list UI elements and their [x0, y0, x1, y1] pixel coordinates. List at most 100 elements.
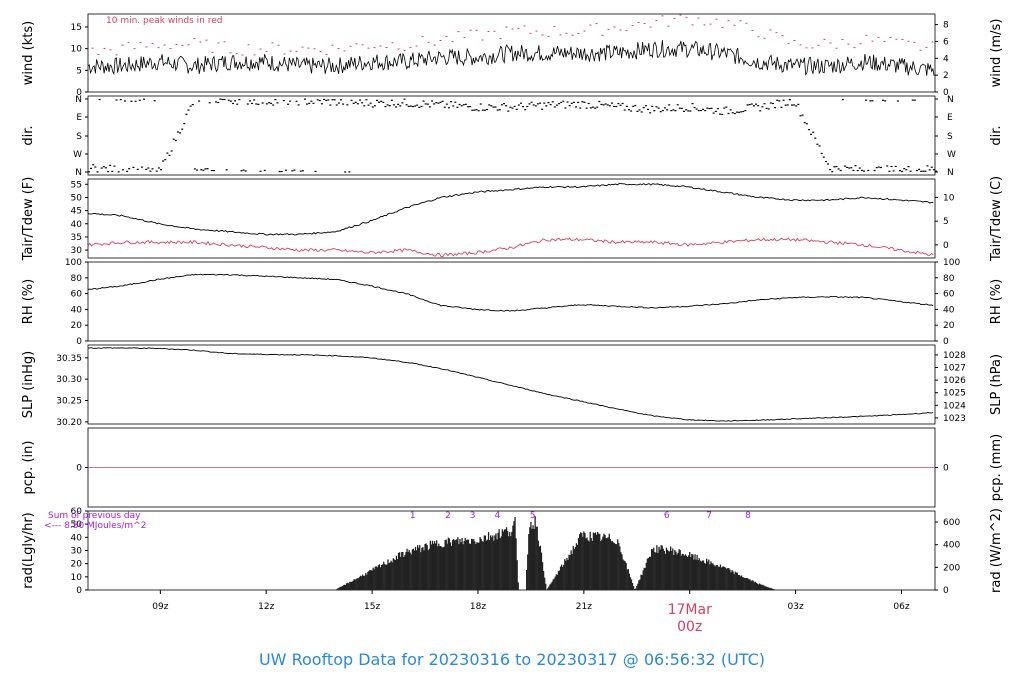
dir-tick-label-right: S [947, 132, 953, 142]
rad-note-sum: Sum of previous day [48, 511, 141, 521]
rh-tick-label-right: 60 [943, 290, 955, 300]
x-tick-label: 09z [152, 602, 168, 612]
rh-tick-label-right: 100 [943, 258, 960, 268]
dir-tick-label-left: N [75, 95, 82, 105]
chart-title: UW Rooftop Data for 20230316 to 20230317… [259, 650, 765, 669]
slp-series [87, 347, 934, 422]
slp-tick-label-left: 30.35 [56, 354, 82, 364]
temp-ylabel-right: Tair/Tdew (C) [989, 176, 1004, 262]
rad-series [335, 516, 776, 590]
slp-tick-label-right: 1025 [943, 389, 966, 399]
dir-ylabel-left: dir. [21, 125, 36, 145]
slp-tick-label-left: 30.20 [56, 418, 82, 428]
dir-tick-label-right: N [947, 95, 954, 105]
slp-tick-label-right: 1023 [943, 414, 966, 424]
wind-note: 10 min. peak winds in red [106, 16, 223, 26]
temp-tick-label-left: 30 [71, 246, 83, 256]
slp-ylabel-right: SLP (hPa) [989, 354, 1004, 415]
pcp-ylabel-left: pcp. (in) [21, 441, 36, 495]
rad-note-value: <--- 8.50 MJoules/m^2 [44, 521, 146, 531]
rad-tick-label-right: 600 [943, 518, 960, 528]
x-tick-label: 03z [788, 602, 804, 612]
wind-tick-label-left: 5 [76, 66, 82, 76]
rad-tick-label-left: 50 [71, 520, 83, 530]
rh-tick-label-right: 20 [943, 321, 955, 331]
rad-marker-label: 4 [495, 511, 501, 521]
pcp-tick-label-right: 0 [943, 464, 949, 474]
wind-tick-label-right: 4 [943, 54, 949, 64]
x-tick-label: 12z [258, 602, 274, 612]
rh-tick-label-left: 100 [65, 258, 82, 268]
wind-peak-series [91, 14, 934, 56]
slp-tick-label-right: 1028 [943, 351, 966, 361]
pcp-tick-label-left: 0 [76, 464, 82, 474]
rh-ylabel-right: RH (%) [989, 279, 1004, 324]
temp-tick-label-left: 50 [71, 193, 83, 203]
slp-panel-frame [87, 344, 936, 425]
rad-marker-label: 8 [745, 511, 751, 521]
pcp-ylabel-right: pcp. (mm) [989, 434, 1004, 501]
dir-tick-label-left: N [75, 168, 82, 178]
rad-ylabel-left: rad(Lgly/hr) [21, 512, 36, 588]
temp-tick-label-right: 5 [943, 217, 949, 227]
x-tick-label: 06z [893, 602, 909, 612]
dir-series [88, 98, 937, 173]
dir-tick-label-right: N [947, 168, 954, 178]
x-tick-label: 21z [576, 602, 592, 612]
wind-tick-label-left: 0 [76, 88, 82, 98]
rh-tick-label-right: 80 [943, 274, 955, 284]
wind-tick-label-right: 0 [943, 88, 949, 98]
slp-tick-label-left: 30.30 [56, 375, 82, 385]
dir-tick-label-left: E [76, 113, 82, 123]
temp-tick-label-right: 0 [943, 241, 949, 251]
rad-marker-label: 1 [410, 511, 416, 521]
temp-tick-label-left: 45 [71, 207, 82, 217]
rh-tick-label-left: 80 [71, 274, 83, 284]
rh-tick-label-right: 0 [943, 337, 949, 347]
rad-tick-label-left: 0 [76, 586, 82, 596]
rad-marker-label: 2 [445, 511, 451, 521]
wind-tick-label-left: 10 [71, 45, 83, 55]
wind-ylabel-left: wind (kts) [21, 21, 36, 85]
rh-tick-label-left: 40 [71, 305, 83, 315]
dir-tick-label-left: S [76, 132, 82, 142]
rh-panel-frame [87, 261, 936, 342]
wind-panel-frame [87, 13, 936, 93]
wind-tick-label-left: 15 [71, 23, 82, 33]
dir-tick-label-left: W [73, 150, 82, 160]
rh-tick-label-right: 40 [943, 305, 955, 315]
rh-tick-label-left: 60 [71, 290, 83, 300]
temp-ylabel-left: Tair/Tdew (F) [21, 177, 36, 262]
x-tick-label: 18z [470, 602, 486, 612]
wind-tick-label-right: 6 [943, 37, 949, 47]
dir-tick-label-right: E [947, 113, 953, 123]
rad-tick-label-left: 10 [71, 573, 83, 583]
slp-tick-label-right: 1026 [943, 376, 966, 386]
rad-tick-label-right: 200 [943, 563, 960, 573]
tdew-series [87, 237, 934, 258]
rad-tick-label-left: 30 [71, 547, 83, 557]
rh-ylabel-left: RH (%) [21, 279, 36, 324]
rad-marker-label: 5 [530, 511, 536, 521]
x-day-sublabel: 00z [677, 619, 702, 635]
x-day-label: 17Mar [668, 602, 712, 618]
wind-series [87, 39, 935, 76]
dir-tick-label-right: W [947, 150, 956, 160]
rad-tick-label-left: 60 [71, 507, 83, 517]
temp-tick-label-left: 55 [71, 180, 82, 190]
slp-tick-label-right: 1024 [943, 401, 966, 411]
rh-tick-label-left: 20 [71, 321, 83, 331]
temp-tick-label-left: 40 [71, 220, 83, 230]
x-tick-label: 15z [364, 602, 380, 612]
rad-marker-label: 7 [706, 511, 712, 521]
rad-marker-label: 3 [470, 511, 476, 521]
rh-series [87, 273, 934, 312]
temp-tick-label-right: 10 [943, 193, 955, 203]
rad-tick-label-right: 400 [943, 541, 960, 551]
temp-panel-frame [87, 178, 936, 259]
temp-tick-label-left: 35 [71, 233, 82, 243]
wind-ylabel-right: wind (m/s) [989, 19, 1004, 88]
slp-ylabel-left: SLP (inHg) [21, 351, 36, 419]
rad-tick-label-left: 40 [71, 533, 83, 543]
